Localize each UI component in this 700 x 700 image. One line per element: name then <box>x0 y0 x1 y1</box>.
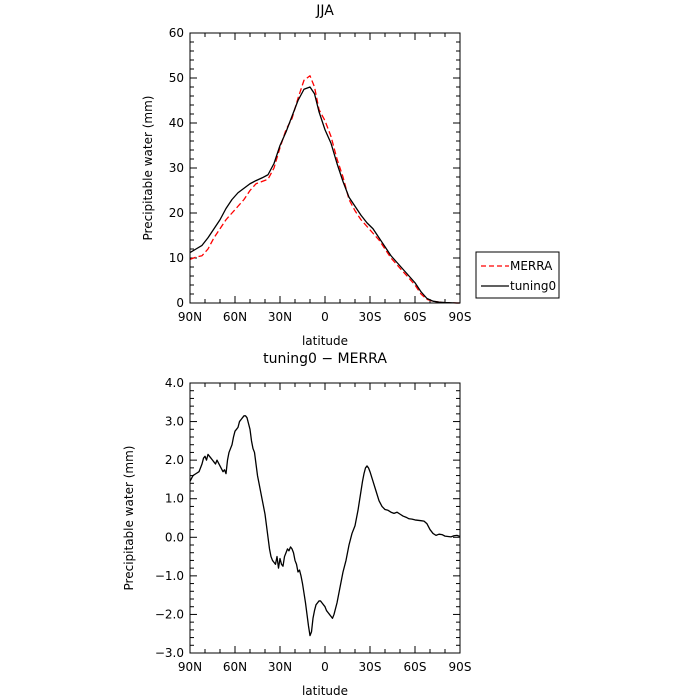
bottom-y-axis-label: Precipitable water (mm) <box>122 446 136 591</box>
legend-box <box>475 251 560 299</box>
top-tick-marks <box>189 32 461 304</box>
top-y-tick-label: 20 <box>169 206 184 220</box>
top-panel: JJA 0 10 20 30 40 50 60 90N 60N 30N 0 30S 60S 90S la… <box>141 3 560 348</box>
bottom-y-tick-label: 2.0 <box>165 453 184 467</box>
top-panel-title: JJA <box>315 3 334 19</box>
bottom-x-tick-label: 0 <box>321 660 329 674</box>
top-y-tick-label: 40 <box>169 116 184 130</box>
top-y-tick-labels: 0 10 20 30 40 50 60 <box>169 26 184 310</box>
bottom-x-tick-label: 60N <box>223 660 247 674</box>
top-x-tick-label: 30S <box>359 310 382 324</box>
bottom-x-axis-label: latitude <box>302 684 348 698</box>
bottom-y-tick-label: 0.0 <box>165 530 184 544</box>
bottom-x-tick-label: 30S <box>359 660 382 674</box>
bottom-tick-marks <box>189 382 461 654</box>
bottom-y-tick-label: 3.0 <box>165 415 184 429</box>
bottom-y-tick-label: −3.0 <box>155 646 184 660</box>
top-x-tick-label: 0 <box>321 310 329 324</box>
top-y-tick-label: 50 <box>169 71 184 85</box>
top-y-tick-label: 60 <box>169 26 184 40</box>
bottom-y-tick-label: 1.0 <box>165 492 184 506</box>
top-series-line-merra <box>189 75 460 304</box>
bottom-y-tick-labels: −3.0 −2.0 −1.0 0.0 1.0 2.0 3.0 4.0 <box>155 376 184 660</box>
bottom-x-tick-label: 30N <box>268 660 292 674</box>
top-plot-frame <box>189 32 461 304</box>
top-y-tick-label: 30 <box>169 161 184 175</box>
bottom-series-layer <box>189 415 461 637</box>
bottom-series-line-difference <box>189 415 461 637</box>
legend-tuning0-label: tuning0 <box>510 279 556 293</box>
top-x-tick-label: 90S <box>449 310 472 324</box>
bottom-y-tick-label: 4.0 <box>165 376 184 390</box>
bottom-x-tick-label: 60S <box>404 660 427 674</box>
top-y-tick-label: 10 <box>169 251 184 265</box>
top-y-tick-label: 0 <box>176 296 184 310</box>
bottom-x-tick-label: 90S <box>449 660 472 674</box>
bottom-y-tick-label: −1.0 <box>155 569 184 583</box>
bottom-panel-title: tuning0 − MERRA <box>263 351 387 367</box>
top-x-tick-label: 60N <box>223 310 247 324</box>
bottom-x-tick-labels: 90N 60N 30N 0 30S 60S 90S <box>178 660 472 674</box>
legend: MERRA tuning0 <box>475 251 560 299</box>
top-x-tick-label: 90N <box>178 310 202 324</box>
top-x-axis-label: latitude <box>302 334 348 348</box>
bottom-y-tick-label: −2.0 <box>155 607 184 621</box>
top-y-axis-label: Precipitable water (mm) <box>141 96 155 241</box>
top-series-layer <box>189 75 460 304</box>
bottom-plot-frame <box>189 382 461 654</box>
bottom-panel: tuning0 − MERRA −3.0 −2.0 −1.0 0.0 1.0 2.0 3.0… <box>122 351 471 698</box>
bottom-x-tick-label: 90N <box>178 660 202 674</box>
top-x-tick-label: 60S <box>404 310 427 324</box>
top-series-line-tuning0 <box>189 86 460 304</box>
top-x-tick-label: 30N <box>268 310 292 324</box>
legend-merra-label: MERRA <box>510 259 553 273</box>
top-x-tick-labels: 90N 60N 30N 0 30S 60S 90S <box>178 310 472 324</box>
